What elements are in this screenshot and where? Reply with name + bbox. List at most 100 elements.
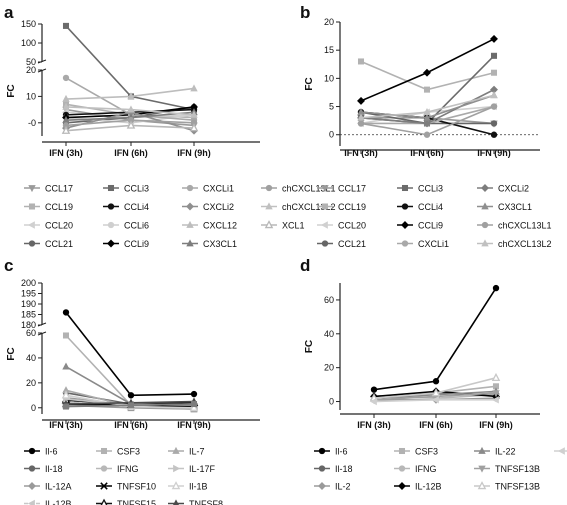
y-axis: 0 5 10 15 20 (324, 17, 341, 146)
y-tick-label: 15 (324, 45, 334, 55)
legend-swatch-marker (186, 184, 194, 192)
y-tick-label: 0 (31, 403, 36, 413)
legend-item: IL-22 (474, 447, 516, 457)
data-point-xcl1 (126, 120, 136, 129)
data-point-il-2 (127, 402, 135, 409)
legend-swatch-marker (481, 239, 489, 247)
data-point-cx3cl1 (423, 113, 431, 121)
legend-swatch-marker (401, 184, 409, 192)
x-tick-label: IFN (6h) (419, 420, 453, 430)
legend-label: CX3CL1 (498, 202, 532, 212)
legend-swatch-marker (107, 239, 115, 248)
legend-swatch-marker (100, 498, 108, 505)
y-tick-label: 60 (324, 295, 334, 305)
legend: CCL17 CCL19 CCL20 CCL21 CCLi3 CCLi4 CCLi6 CCLi9… (24, 184, 336, 249)
x-tick-label: IFN (9h) (479, 420, 513, 430)
data-point-chcxcl13l2 (423, 108, 431, 116)
legend-swatch-marker (398, 447, 406, 455)
y-tick-label: 60 (26, 328, 36, 338)
legend-swatch-marker (398, 482, 406, 490)
legend-swatch-marker (401, 221, 409, 229)
legend-swatch-marker (401, 240, 409, 247)
legend-item: CXCLi2 (477, 184, 529, 194)
legend-item: CCL17 (317, 184, 366, 194)
data-point-cxcl12 (62, 94, 70, 102)
legend-item: CXCLi1 (182, 184, 234, 194)
legend-label: CXCLi1 (418, 239, 449, 249)
legend-item: chCXCL13L1 (261, 184, 336, 194)
y-axis-label: FC (304, 77, 315, 90)
data-point-ccli9 (357, 96, 365, 105)
legend-label: CCLi6 (124, 221, 149, 231)
data-point-tnfsf13b (431, 388, 441, 397)
y-tick-label: 20 (324, 17, 334, 27)
legend-label: IFNG (117, 464, 139, 474)
legend-label: IFNG (415, 464, 437, 474)
data-point-cxcl12 (127, 92, 135, 100)
legend-item: TNFSF13B (474, 481, 540, 492)
data-point-ccl19 (490, 69, 498, 76)
legend-label: TNFSF10 (117, 482, 156, 492)
y-tick-label: 190 (21, 299, 36, 309)
legend-swatch-marker (173, 464, 181, 473)
data-point-chcxcl13l1 (490, 103, 498, 110)
panel-letter: b (300, 3, 310, 22)
legend-item: CCLi3 (103, 184, 149, 194)
legend-swatch-marker (318, 447, 326, 455)
x-tick-label: IFN (9h) (177, 148, 211, 158)
legend-swatch-marker (107, 221, 115, 229)
y-tick-label: 40 (324, 329, 334, 339)
legend-swatch-marker (28, 465, 36, 472)
legend-label: Il-6 (335, 447, 348, 457)
legend-item: IFNG (96, 464, 139, 474)
data-point-il-1b (431, 396, 439, 404)
x-tick-label: IFN (3h) (344, 148, 378, 158)
legend: Il-6 Il-18 IL-2 CSF3 IFNG IL-12B IL-22 TNFSF13B… (314, 447, 567, 492)
legend-label: CXCLi1 (203, 184, 234, 194)
data-point-ccl19 (357, 58, 365, 65)
legend-label: IL-12A (45, 482, 72, 492)
legend-label: chCXCL13L2 (282, 202, 336, 212)
legend-label: CCLi9 (124, 239, 149, 249)
legend-item: IL-17F (168, 464, 216, 474)
legend-label: CCLi9 (418, 221, 443, 231)
data-point-cxcli2 (423, 119, 431, 128)
data-point-il-6 (62, 309, 70, 316)
y-tick-label: 0 (329, 397, 334, 407)
y-tick-label: 50 (26, 57, 36, 67)
legend-swatch-marker (318, 465, 326, 472)
legend-swatch-marker (172, 446, 180, 454)
legend-label: CCL17 (45, 184, 73, 194)
legend-label: CSF3 (415, 447, 438, 457)
y-tick-label: 180 (21, 320, 36, 330)
data-point-chcxcl13l2 (127, 105, 135, 113)
y-axis-label: FC (304, 340, 315, 353)
legend-item: TNFSF10 (96, 482, 156, 492)
legend-item: CXCLi1 (397, 239, 449, 249)
legend-item: TNFSF15 (96, 498, 156, 505)
y-axis-label: FC (6, 347, 17, 360)
legend-label: CCLi4 (124, 202, 149, 212)
data-point-ccli3 (62, 22, 70, 29)
y-tick-label: -0 (28, 118, 36, 128)
legend-swatch-marker (100, 482, 108, 490)
legend: Il-6Il-18IL-12AIL-12BTNFSF11CSF3IFNGTNFS… (24, 447, 223, 505)
y-tick-label: 40 (26, 353, 36, 363)
legend-label: IL-12B (415, 482, 442, 492)
legend-swatch-marker (481, 221, 489, 229)
legend-label: CCLi4 (418, 202, 443, 212)
x-tick-label: IFN (6h) (114, 420, 148, 430)
y-tick-label: 20 (324, 363, 334, 373)
data-point-il-1b (491, 396, 499, 404)
series-group (61, 309, 199, 413)
legend-swatch-marker (27, 221, 35, 229)
data-point-chcxcl13l2 (190, 110, 198, 118)
data-point-tnfsf13b (491, 372, 501, 382)
legend-label: XCL1 (282, 221, 305, 231)
legend-label: CCL21 (338, 239, 366, 249)
legend-swatch-marker (318, 482, 326, 490)
legend-swatch-marker (265, 202, 273, 210)
legend-swatch-marker (28, 482, 36, 490)
legend-label: CCL21 (45, 239, 73, 249)
